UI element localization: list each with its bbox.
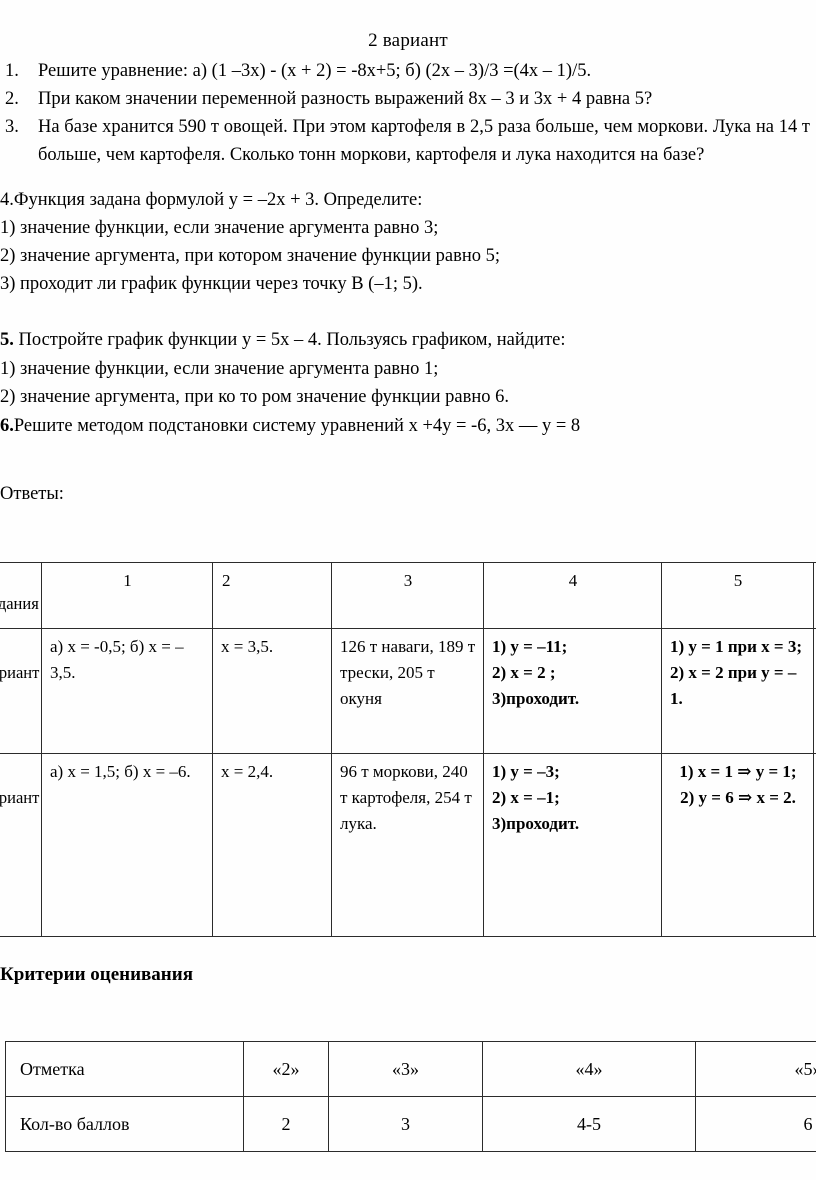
- criteria-points-2: 2: [243, 1096, 329, 1152]
- problem-number-6: 6.: [0, 416, 14, 436]
- cell-v1-task2: х = 3,5.: [212, 628, 332, 754]
- problem-item-5-sub-1: 1) значение функции, если значение аргум…: [0, 359, 439, 379]
- problem-item-2: 2. При каком значении переменной разност…: [0, 85, 812, 113]
- header-cell-3: 3: [331, 562, 484, 629]
- header-cell-2: 2: [212, 562, 332, 629]
- problem-item-5-sub-2: 2) значение аргумента, при ко то ром зна…: [0, 387, 509, 407]
- problem-number-3: 3.: [5, 117, 19, 137]
- problem-item-6: 6.Решите методом подстановки систему ура…: [0, 412, 812, 440]
- cell-v2-task5: 1) х = 1 ⇒ у = 1; 2) у = 6 ⇒ х = 2.: [661, 753, 814, 937]
- problem-text-2: При каком значении переменной разность в…: [38, 89, 653, 109]
- problem-item-4-lead: 4.Функция задана формулой у = –2х + 3. О…: [0, 190, 423, 210]
- criteria-points-3: 3: [328, 1096, 483, 1152]
- criteria-table: Отметка «2» «3» «4» «5» Кол-во баллов 2 …: [5, 1041, 816, 1152]
- table-row: 2 вариант а) х = 1,5; б) х = –6. х = 2,4…: [0, 753, 816, 937]
- criteria-points-4: 4-5: [482, 1096, 696, 1152]
- criteria-mark-3: «3»: [328, 1041, 483, 1097]
- criteria-label-mark: Отметка: [5, 1041, 244, 1097]
- row-label-1-line1: 1: [0, 637, 34, 661]
- criteria-heading: Критерии оценивания: [0, 964, 193, 985]
- header-cell-1: 1: [41, 562, 213, 629]
- cell-v2-task2: х = 2,4.: [212, 753, 332, 937]
- problem-item-5-lead: 5. Постройте график функции у = 5х – 4. …: [0, 326, 812, 354]
- header-task-line2: задания: [0, 594, 39, 613]
- row-label-variant-2: 2 вариант: [0, 753, 42, 937]
- problem-item-4-sub-3: 3) проходит ли график функции через точк…: [0, 274, 423, 294]
- problem-number-5: 5.: [0, 330, 14, 350]
- cell-v1-task1: а) х = -0,5; б) х = –3,5.: [41, 628, 213, 754]
- problem-number-2: 2.: [5, 89, 19, 109]
- problem-text-3: На базе хранится 590 т овощей. При этом …: [38, 117, 810, 165]
- row-label-2-line1: 2: [0, 762, 34, 786]
- header-task-line1: №: [0, 568, 34, 592]
- answers-table: № задания 1 2 3 4 5 6 1 вариант а) х = -…: [0, 562, 816, 937]
- header-cell-4: 4: [483, 562, 662, 629]
- cell-v2-task1: а) х = 1,5; б) х = –6.: [41, 753, 213, 937]
- problem-list: 1. Решите уравнение: а) (1 –3х) - (х + 2…: [0, 57, 812, 169]
- criteria-row-marks: Отметка «2» «3» «4» «5»: [5, 1041, 816, 1097]
- criteria-label-points: Кол-во баллов: [5, 1096, 244, 1152]
- criteria-mark-5: «5»: [695, 1041, 816, 1097]
- criteria-points-5: 6: [695, 1096, 816, 1152]
- cell-v1-task4: 1) у = –11; 2) х = 2 ; 3)проходит.: [483, 628, 662, 754]
- problem-item-3: 3. На базе хранится 590 т овощей. При эт…: [0, 113, 810, 169]
- problem-text-1: Решите уравнение: а) (1 –3х) - (х + 2) =…: [38, 61, 592, 81]
- problem-text-6: Решите методом подстановки систему уравн…: [13, 416, 581, 436]
- row-label-1-line2: вариант: [0, 663, 40, 682]
- criteria-row-points: Кол-во баллов 2 3 4-5 6: [5, 1096, 816, 1152]
- page-title: 2 вариант: [368, 30, 448, 51]
- cell-v2-task4: 1) у = –3; 2) х = –1; 3)проходит.: [483, 753, 662, 937]
- problem-item-4-sub-1: 1) значение функции, если значение аргум…: [0, 218, 439, 238]
- criteria-mark-2: «2»: [243, 1041, 329, 1097]
- cell-v2-task3: 96 т моркови, 240 т картофеля, 254 т лук…: [331, 753, 484, 937]
- table-row: 1 вариант а) х = -0,5; б) х = –3,5. х = …: [0, 628, 816, 754]
- row-label-2-line2: вариант: [0, 788, 40, 807]
- problem-number-1: 1.: [5, 61, 19, 81]
- cell-v2-task6: (2; -2).: [813, 753, 816, 937]
- header-cell-task-number: № задания: [0, 562, 42, 629]
- problem-text-5: Постройте график функции у = 5х – 4. Пол…: [18, 330, 566, 350]
- row-label-variant-1: 1 вариант: [0, 628, 42, 754]
- table-header-row: № задания 1 2 3 4 5 6: [0, 562, 816, 629]
- problem-item-4-sub-2: 2) значение аргумента, при котором значе…: [0, 246, 500, 266]
- header-cell-5: 5: [661, 562, 814, 629]
- header-cell-2-label: 2: [222, 571, 231, 590]
- problem-item-1: 1. Решите уравнение: а) (1 –3х) - (х + 2…: [0, 57, 812, 85]
- criteria-mark-4: «4»: [482, 1041, 696, 1097]
- cell-v1-task3: 126 т наваги, 189 т трески, 205 т окуня: [331, 628, 484, 754]
- answers-label: Ответы:: [0, 484, 64, 504]
- cell-v1-task5: 1) у = 1 при х = 3; 2) х = 2 при у = –1.: [661, 628, 814, 754]
